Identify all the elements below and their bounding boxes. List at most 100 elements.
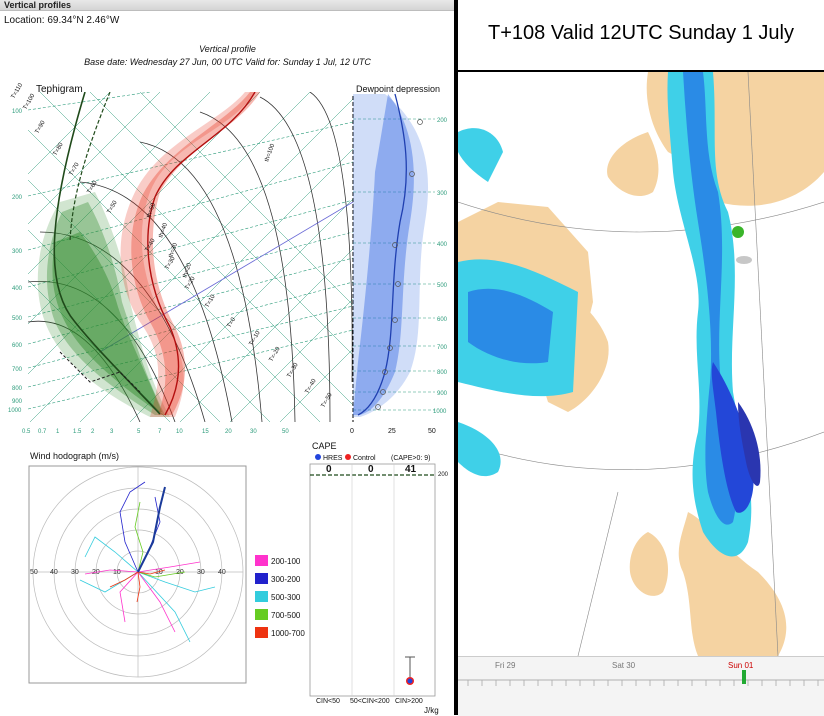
mixing-tick: 0.5 (22, 429, 31, 435)
precipitation-map[interactable] (458, 72, 824, 656)
location-marker[interactable] (732, 226, 744, 238)
dd-pressure-tick: 500 (437, 283, 448, 289)
mixing-tick: 2 (91, 429, 95, 435)
temp-label: T=90 (35, 119, 47, 135)
cin-label: CIN>200 (395, 698, 423, 705)
cape-chart: HRES Control (CAPE>0: 9) 0 0 41 200 CIN<… (309, 454, 449, 715)
cape-value: 41 (405, 464, 417, 475)
mixing-tick: 1.5 (73, 429, 82, 435)
land-iceland-region (607, 132, 659, 197)
legend-label: 500-300 (271, 593, 301, 602)
mixing-tick: 0.7 (38, 429, 47, 435)
pressure-tick: 300 (12, 249, 23, 255)
control-legend-label: Control (353, 455, 376, 462)
pressure-tick: 900 (12, 399, 23, 405)
temperature-profile (147, 92, 256, 416)
timeline-bar[interactable] (458, 656, 824, 716)
dd-plume-mid (353, 94, 414, 415)
legend-swatch (255, 609, 268, 620)
pressure-tick: 500 (12, 316, 23, 322)
map-graticule (458, 72, 824, 656)
mixing-tick: 20 (225, 429, 232, 435)
ring-label: 40 (50, 569, 58, 576)
dd-pressure-axis: 200 300 400 500 600 700 800 900 1000 (433, 118, 448, 415)
dd-x-tick: 25 (388, 428, 396, 435)
temp-label: T=60 (87, 179, 99, 195)
temperature-plume-mid (131, 92, 260, 415)
theta-label: th=20 (182, 262, 193, 279)
land-british-isles (678, 512, 787, 656)
adiabat-lines (28, 92, 353, 422)
timeline-slider[interactable] (742, 670, 746, 684)
legend-label: 300-200 (271, 575, 301, 584)
dewpoint-depression-label: Dewpoint depression (356, 84, 440, 94)
temp-label: T=110 (11, 82, 25, 100)
dewpoint-profile-dashed (69, 92, 111, 243)
reference-line (99, 201, 353, 353)
timeline-label[interactable]: Fri 29 (495, 661, 516, 670)
panel-title: Vertical profiles (4, 0, 72, 10)
timeline-label[interactable]: Sat 30 (612, 661, 636, 670)
timeline-ticks (458, 670, 824, 686)
mixing-ratio-axis: 0.5 0.7 1 1.5 2 3 5 7 10 15 20 30 50 (22, 429, 289, 435)
dd-pressure-tick: 900 (437, 391, 448, 397)
hodograph-chart: 50 40 30 20 10 10 20 30 40 (28, 465, 247, 684)
location-readout: Location: 69.34°N 2.46°W (4, 15, 120, 26)
dd-pressure-tick: 200 (437, 118, 448, 124)
mixing-tick: 5 (137, 429, 141, 435)
cape-label: CAPE (312, 441, 337, 451)
ring-label: 30 (71, 569, 79, 576)
pressure-tick: 800 (12, 386, 23, 392)
cape-unit: J/kg (424, 706, 439, 715)
theta-label: th=40 (158, 222, 169, 239)
mixing-tick: 7 (158, 429, 162, 435)
legend-label: 1000-700 (271, 629, 305, 638)
cape-frame (309, 463, 436, 697)
hres-legend-dot (315, 454, 321, 460)
theta-label: th=100 (264, 143, 276, 163)
temp-label: T=0 (227, 316, 238, 329)
parcel-path (59, 351, 141, 393)
temp-label: T=-50 (321, 392, 334, 409)
hodograph-traces (79, 481, 216, 643)
cape-top-axis: 200 (438, 472, 449, 478)
temp-label: T=50 (107, 199, 119, 215)
mixing-tick: 30 (250, 429, 257, 435)
wind-barbs (375, 119, 423, 410)
legend-swatch (255, 555, 268, 566)
ring-label: 40 (218, 569, 226, 576)
map-header (458, 0, 824, 72)
temp-label: T=-20 (269, 346, 282, 363)
map-title: T+108 Valid 12UTC Sunday 1 July (488, 22, 794, 44)
pressure-tick: 700 (12, 367, 23, 373)
theta-label: th=50 (146, 202, 157, 219)
panel-divider (454, 0, 458, 715)
dd-pressure-tick: 800 (437, 370, 448, 376)
hres-legend-label: HRES (323, 455, 343, 462)
pressure-tick: 600 (12, 343, 23, 349)
dd-profile (357, 93, 407, 416)
dd-x-tick: 0 (350, 428, 354, 435)
temp-label: T=70 (69, 161, 81, 177)
land-ireland (629, 532, 668, 596)
panel-titlebar: Vertical profiles (0, 0, 455, 11)
control-legend-dot (345, 454, 351, 460)
dewpoint-plume-mid (46, 202, 165, 415)
precip-light-nw (458, 128, 503, 182)
mixing-tick: 50 (282, 429, 289, 435)
tephigram-chart: Tephigram (8, 82, 448, 435)
dewpoint-profile (53, 92, 161, 415)
temp-label: T=100 (23, 93, 37, 111)
profile-subtitle: Base date: Wednesday 27 Jun, 00 UTC Vali… (84, 57, 371, 67)
precip-light-sw (458, 422, 501, 477)
timeline-label-current[interactable]: Sun 01 (728, 661, 754, 670)
mixing-tick: 10 (176, 429, 183, 435)
mixing-tick: 3 (110, 429, 114, 435)
hres-marker (407, 678, 413, 684)
pressure-tick: 1000 (8, 408, 22, 414)
ring-label: 50 (30, 569, 38, 576)
hodograph-label: Wind hodograph (m/s) (30, 451, 120, 461)
pressure-tick: 400 (12, 286, 23, 292)
dewpoint-plume-inner (52, 232, 162, 412)
marker-shadow (736, 256, 752, 264)
